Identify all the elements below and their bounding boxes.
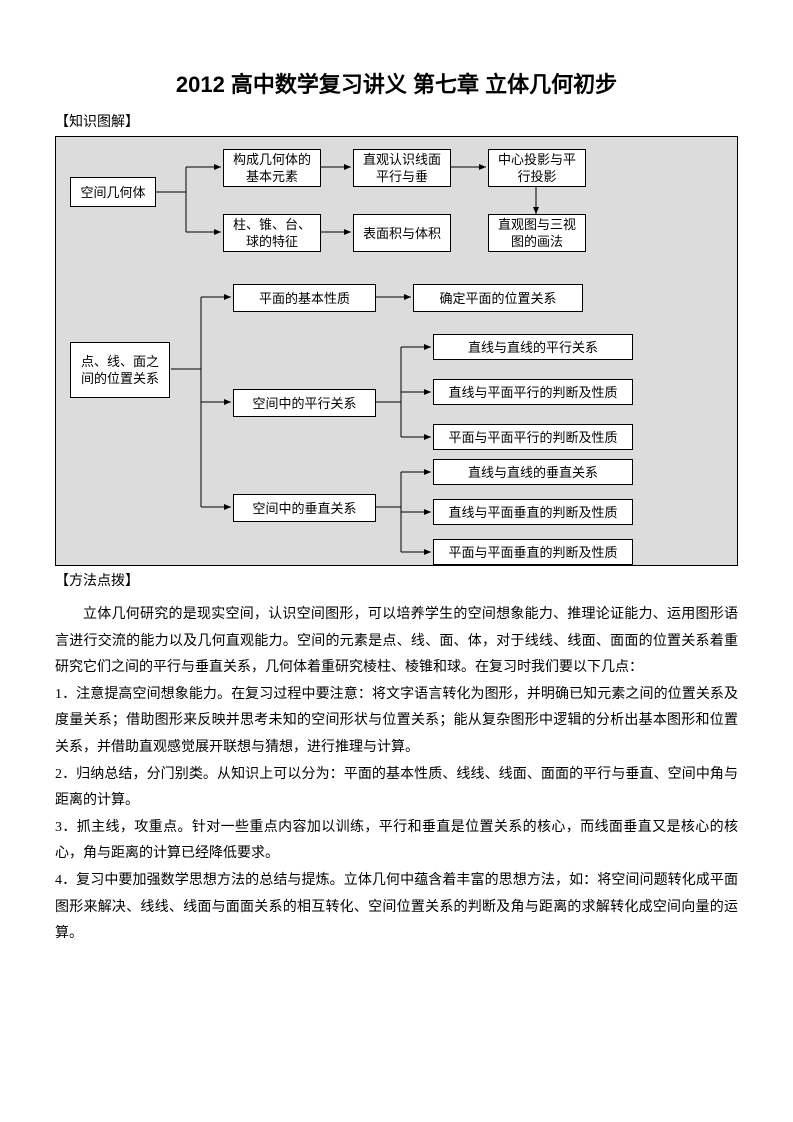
node-basic-elements: 构成几何体的基本元素 bbox=[223, 149, 321, 187]
paragraph-intro: 立体几何研究的是现实空间，认识空间图形，可以培养学生的空间想象能力、推理论证能力… bbox=[55, 602, 738, 682]
section-method-label: 【方法点拨】 bbox=[55, 572, 738, 592]
node-prism-cone: 柱、锥、台、球的特征 bbox=[223, 214, 321, 252]
node-perp: 空间中的垂直关系 bbox=[233, 494, 376, 522]
node-pp-perp: 平面与平面垂直的判断及性质 bbox=[433, 539, 633, 565]
node-lp-perp: 直线与平面垂直的判断及性质 bbox=[433, 499, 633, 525]
paragraph-4: 4．复习中要加强数学思想方法的总结与提炼。立体几何中蕴含着丰富的思想方法，如：将… bbox=[55, 868, 738, 948]
node-projection: 中心投影与平行投影 bbox=[488, 149, 586, 187]
node-surface-area: 表面积与体积 bbox=[353, 214, 451, 252]
node-point-line-face: 点、线、面之间的位置关系 bbox=[70, 342, 170, 398]
body-text: 立体几何研究的是现实空间，认识空间图形，可以培养学生的空间想象能力、推理论证能力… bbox=[55, 602, 738, 948]
node-det-plane: 确定平面的位置关系 bbox=[413, 284, 583, 312]
paragraph-2: 2．归纳总结，分门别类。从知识上可以分为：平面的基本性质、线线、线面、面面的平行… bbox=[55, 762, 738, 815]
node-ll-perp: 直线与直线的垂直关系 bbox=[433, 459, 633, 485]
paragraph-3: 3．抓主线，攻重点。针对一些重点内容加以训练，平行和垂直是位置关系的核心，而线面… bbox=[55, 815, 738, 868]
section-knowledge-map-label: 【知识图解】 bbox=[55, 113, 738, 133]
knowledge-diagram: 空间几何体 构成几何体的基本元素 柱、锥、台、球的特征 直观认识线面平行与垂 表… bbox=[55, 136, 738, 566]
node-intuitive: 直观认识线面平行与垂 bbox=[353, 149, 451, 187]
node-pp-par: 平面与平面平行的判断及性质 bbox=[433, 424, 633, 450]
node-plane-prop: 平面的基本性质 bbox=[233, 284, 376, 312]
page-title: 2012 高中数学复习讲义 第七章 立体几何初步 bbox=[55, 70, 738, 101]
paragraph-1: 1．注意提高空间想象能力。在复习过程中要注意：将文字语言转化为图形，并明确已知元… bbox=[55, 682, 738, 762]
node-ll-par: 直线与直线的平行关系 bbox=[433, 334, 633, 360]
node-space-solid: 空间几何体 bbox=[70, 177, 156, 207]
node-parallel: 空间中的平行关系 bbox=[233, 389, 376, 417]
node-views: 直观图与三视图的画法 bbox=[488, 214, 586, 252]
node-lp-par: 直线与平面平行的判断及性质 bbox=[433, 379, 633, 405]
